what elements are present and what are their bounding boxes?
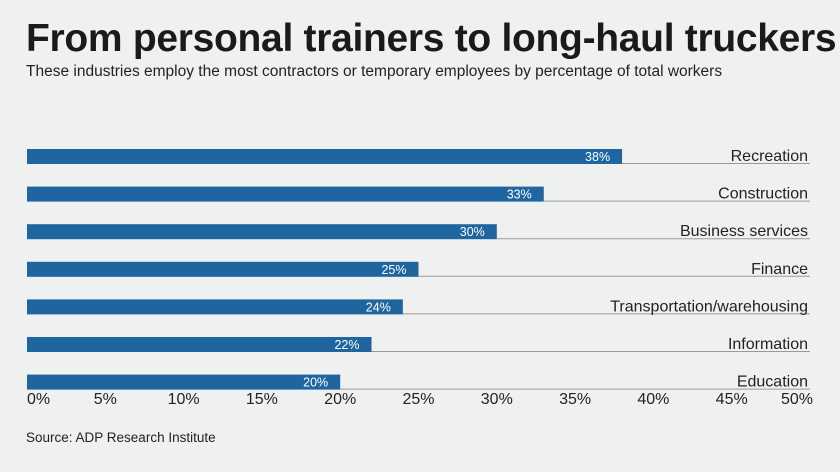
bar-value-label: 22% — [334, 338, 359, 352]
x-tick-label: 45% — [716, 391, 748, 408]
x-tick-label: 50% — [781, 391, 813, 408]
x-tick-label: 30% — [481, 391, 513, 408]
bar-value-label: 38% — [585, 150, 610, 164]
category-label: Recreation — [731, 148, 808, 165]
bar-value-label: 24% — [366, 300, 391, 314]
x-tick-label: 35% — [559, 391, 591, 408]
bar-value-label: 25% — [381, 263, 406, 277]
bar — [27, 224, 497, 240]
category-label: Information — [728, 336, 808, 353]
category-label: Construction — [718, 186, 808, 203]
category-label: Transportation/warehousing — [610, 298, 808, 315]
category-label: Education — [737, 374, 808, 391]
x-tick-label: 20% — [324, 391, 356, 408]
bar — [27, 149, 623, 164]
chart-title: From personal trainers to long-haul truc… — [26, 17, 837, 60]
x-tick-label: 0% — [27, 391, 50, 408]
source-note: Source: ADP Research Institute — [26, 430, 216, 445]
bar-value-label: 30% — [460, 225, 485, 239]
x-tick-label: 10% — [168, 391, 200, 408]
category-label: Business services — [680, 223, 808, 240]
bar — [27, 261, 419, 277]
x-tick-label: 15% — [246, 391, 278, 408]
category-label: Finance — [751, 261, 808, 278]
bar — [27, 299, 403, 315]
bar — [27, 186, 544, 202]
x-tick-label: 5% — [94, 391, 117, 408]
x-tick-label: 40% — [637, 391, 669, 408]
chart-subtitle: These industries employ the most contrac… — [26, 63, 723, 80]
bar — [27, 374, 341, 390]
bar-value-label: 33% — [507, 188, 532, 202]
x-tick-label: 25% — [402, 391, 434, 408]
bar — [27, 337, 372, 352]
bar-value-label: 20% — [303, 376, 328, 390]
